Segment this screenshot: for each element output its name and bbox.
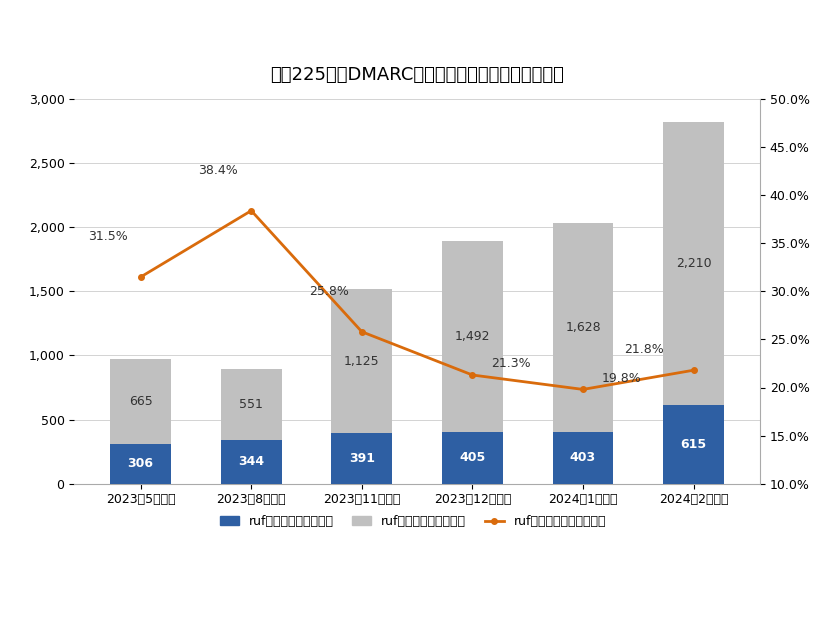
Bar <box>442 432 503 484</box>
Legend: rufタグありドメイン数, rufタグなしドメイン数, rufタグありドメイン割合: rufタグありドメイン数, rufタグなしドメイン数, rufタグありドメイン割… <box>215 510 611 533</box>
Text: 21.3%: 21.3% <box>491 357 531 370</box>
Text: 615: 615 <box>681 438 706 451</box>
Bar <box>221 440 282 484</box>
rufタグありドメイン割合 <box>689 366 699 374</box>
Text: 391: 391 <box>349 452 375 465</box>
Line: rufタグありドメイン割合: rufタグありドメイン割合 <box>138 208 696 392</box>
Text: 19.8%: 19.8% <box>602 371 642 384</box>
Bar <box>553 432 614 484</box>
Bar <box>111 359 171 445</box>
Bar <box>331 433 392 484</box>
Bar <box>111 445 171 484</box>
Text: 403: 403 <box>570 451 596 464</box>
Bar <box>221 369 282 440</box>
Text: 1,125: 1,125 <box>344 355 380 368</box>
rufタグありドメイン割合 <box>246 207 256 215</box>
Text: 306: 306 <box>128 458 154 471</box>
rufタグありドメイン割合 <box>357 328 367 335</box>
Bar <box>663 405 724 484</box>
Text: 551: 551 <box>240 397 263 410</box>
Text: 38.4%: 38.4% <box>198 164 238 177</box>
Title: 日経225企業DMARC失敗レポートモニタリング状況: 日経225企業DMARC失敗レポートモニタリング状況 <box>270 66 564 84</box>
Bar <box>663 122 724 405</box>
Bar <box>442 241 503 432</box>
Text: 344: 344 <box>238 455 264 468</box>
Text: 405: 405 <box>459 451 486 464</box>
Text: 2,210: 2,210 <box>676 257 711 270</box>
rufタグありドメイン割合 <box>135 273 145 281</box>
Text: 31.5%: 31.5% <box>88 231 127 244</box>
Text: 665: 665 <box>129 396 153 409</box>
Bar <box>331 290 392 433</box>
rufタグありドメイン割合 <box>468 371 477 379</box>
Bar <box>553 223 614 432</box>
Text: 25.8%: 25.8% <box>309 285 349 298</box>
Text: 21.8%: 21.8% <box>624 343 663 356</box>
rufタグありドメイン割合 <box>578 386 588 393</box>
Text: 1,628: 1,628 <box>565 321 601 334</box>
Text: 1,492: 1,492 <box>454 330 490 343</box>
